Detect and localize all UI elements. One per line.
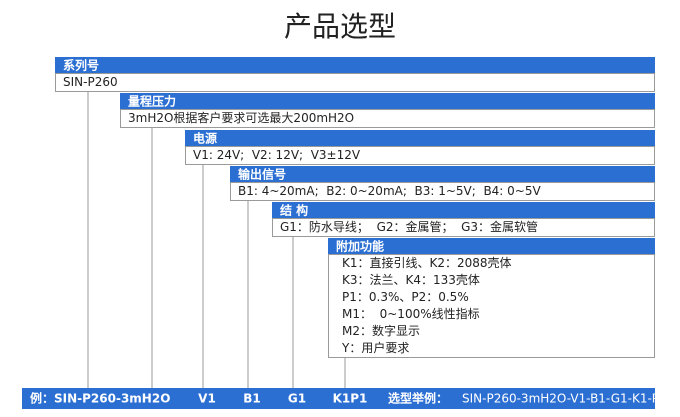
section-line: V1: 24V; V2: 12V; V3±12V	[193, 148, 361, 162]
section-box	[230, 182, 655, 201]
section-heading: 电源	[193, 131, 217, 146]
example-part: K1P1	[333, 392, 368, 406]
section-heading: 输出信号	[238, 167, 286, 182]
section-box	[185, 146, 655, 165]
section-box	[328, 254, 655, 358]
section-heading-bar	[230, 166, 655, 182]
section-line: B1: 4~20mA; B2: 0~20mA; B3: 1~5V; B4: 0~…	[238, 184, 541, 198]
section-line: Y：用户要求	[341, 340, 409, 355]
section-heading-bar	[120, 93, 655, 109]
section-heading: 系列号	[63, 58, 99, 73]
section-heading-bar	[185, 130, 655, 146]
example-bar	[22, 388, 655, 409]
example-part: V1	[198, 392, 216, 406]
section-box	[55, 73, 655, 92]
section-line: K3：法兰、K4：133壳体	[342, 273, 480, 287]
example-part: B1	[243, 392, 261, 406]
section-line: K1：直接引线、K2：2088壳体	[342, 255, 512, 270]
section-line: P1：0.3%、P2：0.5%	[342, 290, 469, 304]
section-line: M2：数字显示	[342, 323, 420, 338]
section-box	[272, 218, 655, 237]
section-line: 3mH2O根据客户要求可选最大200mH2O	[128, 110, 354, 125]
section-heading: 量程压力	[128, 94, 176, 109]
section-heading: 附加功能	[336, 239, 384, 254]
page-title: 产品选型	[284, 10, 396, 43]
section-heading-bar	[55, 57, 655, 73]
section-line: G1：防水导线； G2：金属管； G3：金属软管	[280, 219, 538, 234]
section-box	[120, 109, 655, 128]
example-part: G1	[288, 392, 306, 406]
example-caption: 选型举例：	[388, 391, 448, 406]
section-line: M1： 0~100%线性指标	[342, 306, 480, 321]
example-full: SIN-P260-3mH2O-V1-B1-G1-K1-P1	[462, 392, 667, 406]
section-heading-bar	[272, 202, 655, 218]
example-code: 例：SIN-P260-3mH2O	[30, 391, 170, 406]
section-line: SIN-P260	[63, 75, 118, 89]
section-heading: 结 构	[280, 203, 308, 218]
section-heading-bar	[328, 238, 655, 254]
